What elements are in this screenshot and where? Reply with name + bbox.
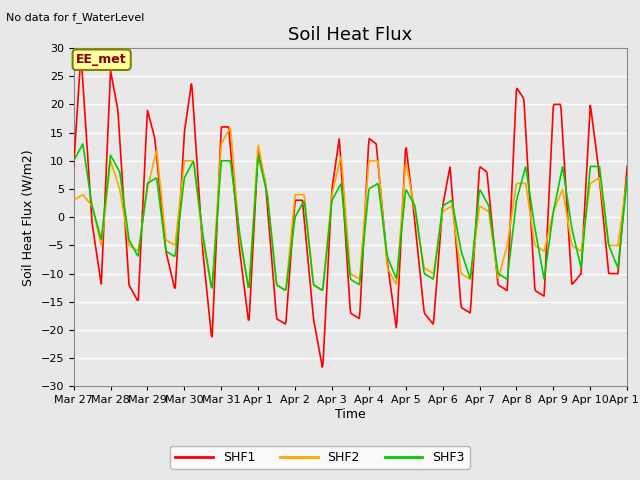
Title: Soil Heat Flux: Soil Heat Flux [288, 25, 413, 44]
X-axis label: Time: Time [335, 408, 366, 421]
Text: EE_met: EE_met [76, 53, 127, 66]
Y-axis label: Soil Heat Flux (W/m2): Soil Heat Flux (W/m2) [22, 149, 35, 286]
Legend: SHF1, SHF2, SHF3: SHF1, SHF2, SHF3 [170, 446, 470, 469]
Text: No data for f_WaterLevel: No data for f_WaterLevel [6, 12, 145, 23]
